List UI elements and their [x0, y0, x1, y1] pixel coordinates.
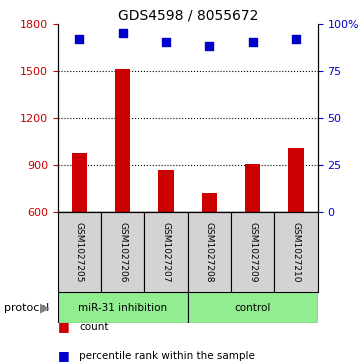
Text: miR-31 inhibition: miR-31 inhibition — [78, 303, 167, 313]
Text: protocol: protocol — [4, 303, 49, 313]
Bar — [58, 212, 101, 292]
Text: GSM1027205: GSM1027205 — [75, 222, 84, 282]
Bar — [231, 212, 274, 292]
Bar — [202, 193, 217, 212]
Bar — [188, 212, 231, 292]
Text: ■: ■ — [58, 320, 70, 333]
Text: GSM1027206: GSM1027206 — [118, 222, 127, 282]
Point — [163, 40, 169, 45]
Point — [250, 40, 256, 45]
Bar — [115, 69, 130, 212]
Bar — [72, 152, 87, 212]
Point — [120, 30, 126, 36]
Bar — [188, 292, 318, 323]
Text: ▶: ▶ — [40, 301, 50, 314]
Bar — [144, 212, 188, 292]
Bar — [58, 292, 188, 323]
Title: GDS4598 / 8055672: GDS4598 / 8055672 — [118, 8, 258, 23]
Bar — [101, 212, 144, 292]
Text: GSM1027209: GSM1027209 — [248, 222, 257, 282]
Text: ■: ■ — [58, 349, 70, 362]
Bar — [158, 170, 174, 212]
Point — [206, 43, 212, 49]
Point — [77, 36, 82, 42]
Bar — [274, 212, 318, 292]
Text: GSM1027207: GSM1027207 — [162, 222, 170, 282]
Point — [293, 36, 299, 42]
Bar — [245, 164, 260, 212]
Text: count: count — [79, 322, 109, 332]
Text: control: control — [235, 303, 271, 313]
Bar — [288, 148, 304, 212]
Text: GSM1027210: GSM1027210 — [292, 222, 300, 282]
Text: percentile rank within the sample: percentile rank within the sample — [79, 351, 255, 361]
Text: GSM1027208: GSM1027208 — [205, 222, 214, 282]
